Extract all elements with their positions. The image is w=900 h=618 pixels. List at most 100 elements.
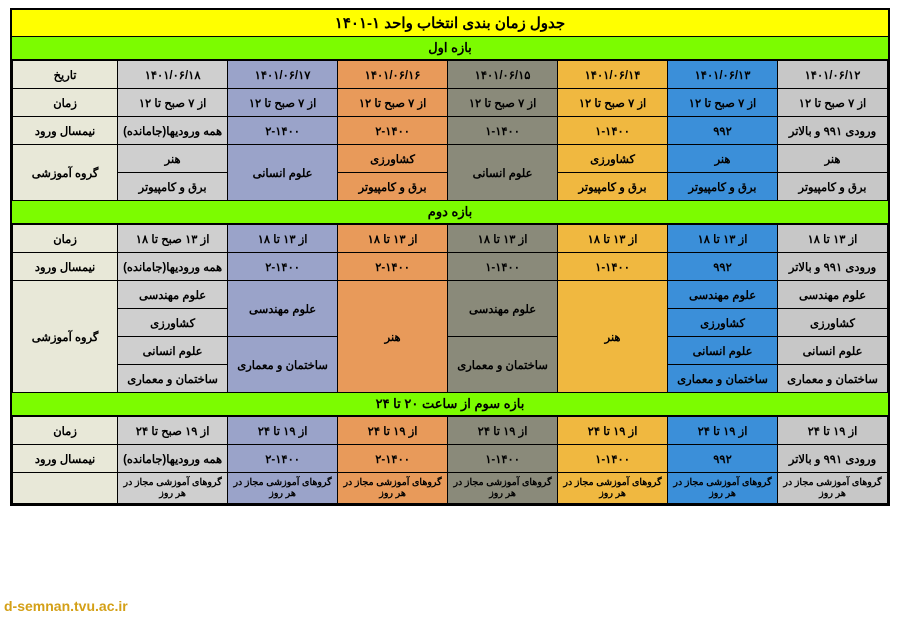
cell: گروهای آموزشی مجاز در هر روز: [668, 473, 778, 504]
cell: هنر: [558, 281, 668, 393]
row-header: [13, 473, 118, 504]
cell: علوم انسانی: [668, 337, 778, 365]
cell: ۱-۱۴۰۰: [558, 253, 668, 281]
cell: از ۷ صبح تا ۱۲: [118, 89, 228, 117]
cell: ورودی ۹۹۱ و بالاتر: [778, 253, 888, 281]
row-header: زمان: [13, 225, 118, 253]
main-title: جدول زمان بندی انتخاب واحد ۱-۱۴۰۱: [12, 10, 888, 37]
row-header: نیمسال ورود: [13, 117, 118, 145]
cell: گروهای آموزشی مجاز در هر روز: [228, 473, 338, 504]
schedule-table: جدول زمان بندی انتخاب واحد ۱-۱۴۰۱ بازه ا…: [10, 8, 890, 506]
watermark: d-semnan.tvu.ac.ir: [4, 598, 128, 614]
cell: همه ورودیها(جامانده): [118, 117, 228, 145]
cell: علوم انسانی: [118, 337, 228, 365]
cell: کشاورزی: [118, 309, 228, 337]
cell: ساختمان و معماری: [118, 365, 228, 393]
cell: همه ورودیها(جامانده): [118, 445, 228, 473]
cell: از ۱۳ صبح تا ۱۸: [118, 225, 228, 253]
row-header: گروه آموزشی: [13, 145, 118, 201]
row-header: زمان: [13, 89, 118, 117]
cell: از ۱۳ تا ۱۸: [668, 225, 778, 253]
cell: از ۷ صبح تا ۱۲: [778, 89, 888, 117]
cell: ۱۴۰۱/۰۶/۱۷: [228, 61, 338, 89]
cell: ورودی ۹۹۱ و بالاتر: [778, 445, 888, 473]
cell: گروهای آموزشی مجاز در هر روز: [778, 473, 888, 504]
cell: گروهای آموزشی مجاز در هر روز: [448, 473, 558, 504]
section-header: بازه اول: [12, 37, 888, 60]
row-header: نیمسال ورود: [13, 445, 118, 473]
cell: هنر: [118, 145, 228, 173]
cell: علوم انسانی: [228, 145, 338, 201]
cell: علوم مهندسی: [778, 281, 888, 309]
cell: از ۱۳ تا ۱۸: [448, 225, 558, 253]
cell: هنر: [668, 145, 778, 173]
cell: ۱۴۰۱/۰۶/۱۸: [118, 61, 228, 89]
cell: ساختمان و معماری: [448, 337, 558, 393]
cell: از ۱۹ تا ۲۴: [228, 417, 338, 445]
section-table: از ۱۹ تا ۲۴از ۱۹ تا ۲۴از ۱۹ تا ۲۴از ۱۹ ت…: [12, 416, 888, 504]
cell: ورودی ۹۹۱ و بالاتر: [778, 117, 888, 145]
cell: گروهای آموزشی مجاز در هر روز: [338, 473, 448, 504]
cell: ۱-۱۴۰۰: [558, 445, 668, 473]
cell: ساختمان و معماری: [668, 365, 778, 393]
cell: کشاورزی: [778, 309, 888, 337]
cell: از ۷ صبح تا ۱۲: [338, 89, 448, 117]
cell: کشاورزی: [338, 145, 448, 173]
cell: ۱۴۰۱/۰۶/۱۵: [448, 61, 558, 89]
cell: از ۷ صبح تا ۱۲: [558, 89, 668, 117]
cell: همه ورودیها(جامانده): [118, 253, 228, 281]
row-header: نیمسال ورود: [13, 253, 118, 281]
cell: برق و کامپیوتر: [558, 173, 668, 201]
cell: از ۱۹ تا ۲۴: [558, 417, 668, 445]
cell: برق و کامپیوتر: [778, 173, 888, 201]
cell: از ۱۳ تا ۱۸: [558, 225, 668, 253]
cell: گروهای آموزشی مجاز در هر روز: [118, 473, 228, 504]
cell: ۱۴۰۱/۰۶/۱۶: [338, 61, 448, 89]
cell: ۲-۱۴۰۰: [228, 253, 338, 281]
cell: از ۷ صبح تا ۱۲: [668, 89, 778, 117]
section-table: از ۱۳ تا ۱۸از ۱۳ تا ۱۸از ۱۳ تا ۱۸از ۱۳ ت…: [12, 224, 888, 393]
section-table: ۱۴۰۱/۰۶/۱۲۱۴۰۱/۰۶/۱۳۱۴۰۱/۰۶/۱۴۱۴۰۱/۰۶/۱۵…: [12, 60, 888, 201]
cell: ۲-۱۴۰۰: [338, 117, 448, 145]
cell: از ۱۹ تا ۲۴: [668, 417, 778, 445]
cell: علوم انسانی: [448, 145, 558, 201]
cell: علوم مهندسی: [118, 281, 228, 309]
section-header: بازه دوم: [12, 201, 888, 224]
cell: برق و کامپیوتر: [668, 173, 778, 201]
cell: هنر: [338, 281, 448, 393]
cell: از ۱۹ تا ۲۴: [338, 417, 448, 445]
cell: برق و کامپیوتر: [338, 173, 448, 201]
cell: علوم مهندسی: [228, 281, 338, 337]
cell: برق و کامپیوتر: [118, 173, 228, 201]
cell: گروهای آموزشی مجاز در هر روز: [558, 473, 668, 504]
cell: ۱-۱۴۰۰: [558, 117, 668, 145]
cell: از ۱۳ تا ۱۸: [338, 225, 448, 253]
row-header: تاریخ: [13, 61, 118, 89]
row-header: زمان: [13, 417, 118, 445]
cell: از ۱۹ تا ۲۴: [778, 417, 888, 445]
cell: ۱۴۰۱/۰۶/۱۳: [668, 61, 778, 89]
cell: از ۷ صبح تا ۱۲: [448, 89, 558, 117]
cell: ساختمان و معماری: [228, 337, 338, 393]
cell: ۲-۱۴۰۰: [338, 253, 448, 281]
cell: از ۷ صبح تا ۱۲: [228, 89, 338, 117]
cell: ۱-۱۴۰۰: [448, 253, 558, 281]
cell: علوم انسانی: [778, 337, 888, 365]
cell: کشاورزی: [668, 309, 778, 337]
cell: از ۱۹ تا ۲۴: [448, 417, 558, 445]
cell: علوم مهندسی: [448, 281, 558, 337]
cell: ۲-۱۴۰۰: [338, 445, 448, 473]
cell: هنر: [778, 145, 888, 173]
cell: علوم مهندسی: [668, 281, 778, 309]
cell: ۹۹۲: [668, 117, 778, 145]
row-header: گروه آموزشی: [13, 281, 118, 393]
cell: ۱۴۰۱/۰۶/۱۴: [558, 61, 668, 89]
cell: ۲-۱۴۰۰: [228, 445, 338, 473]
cell: ۹۹۲: [668, 445, 778, 473]
cell: کشاورزی: [558, 145, 668, 173]
cell: ۱-۱۴۰۰: [448, 117, 558, 145]
cell: ۹۹۲: [668, 253, 778, 281]
cell: ۱-۱۴۰۰: [448, 445, 558, 473]
cell: ۲-۱۴۰۰: [228, 117, 338, 145]
cell: ۱۴۰۱/۰۶/۱۲: [778, 61, 888, 89]
